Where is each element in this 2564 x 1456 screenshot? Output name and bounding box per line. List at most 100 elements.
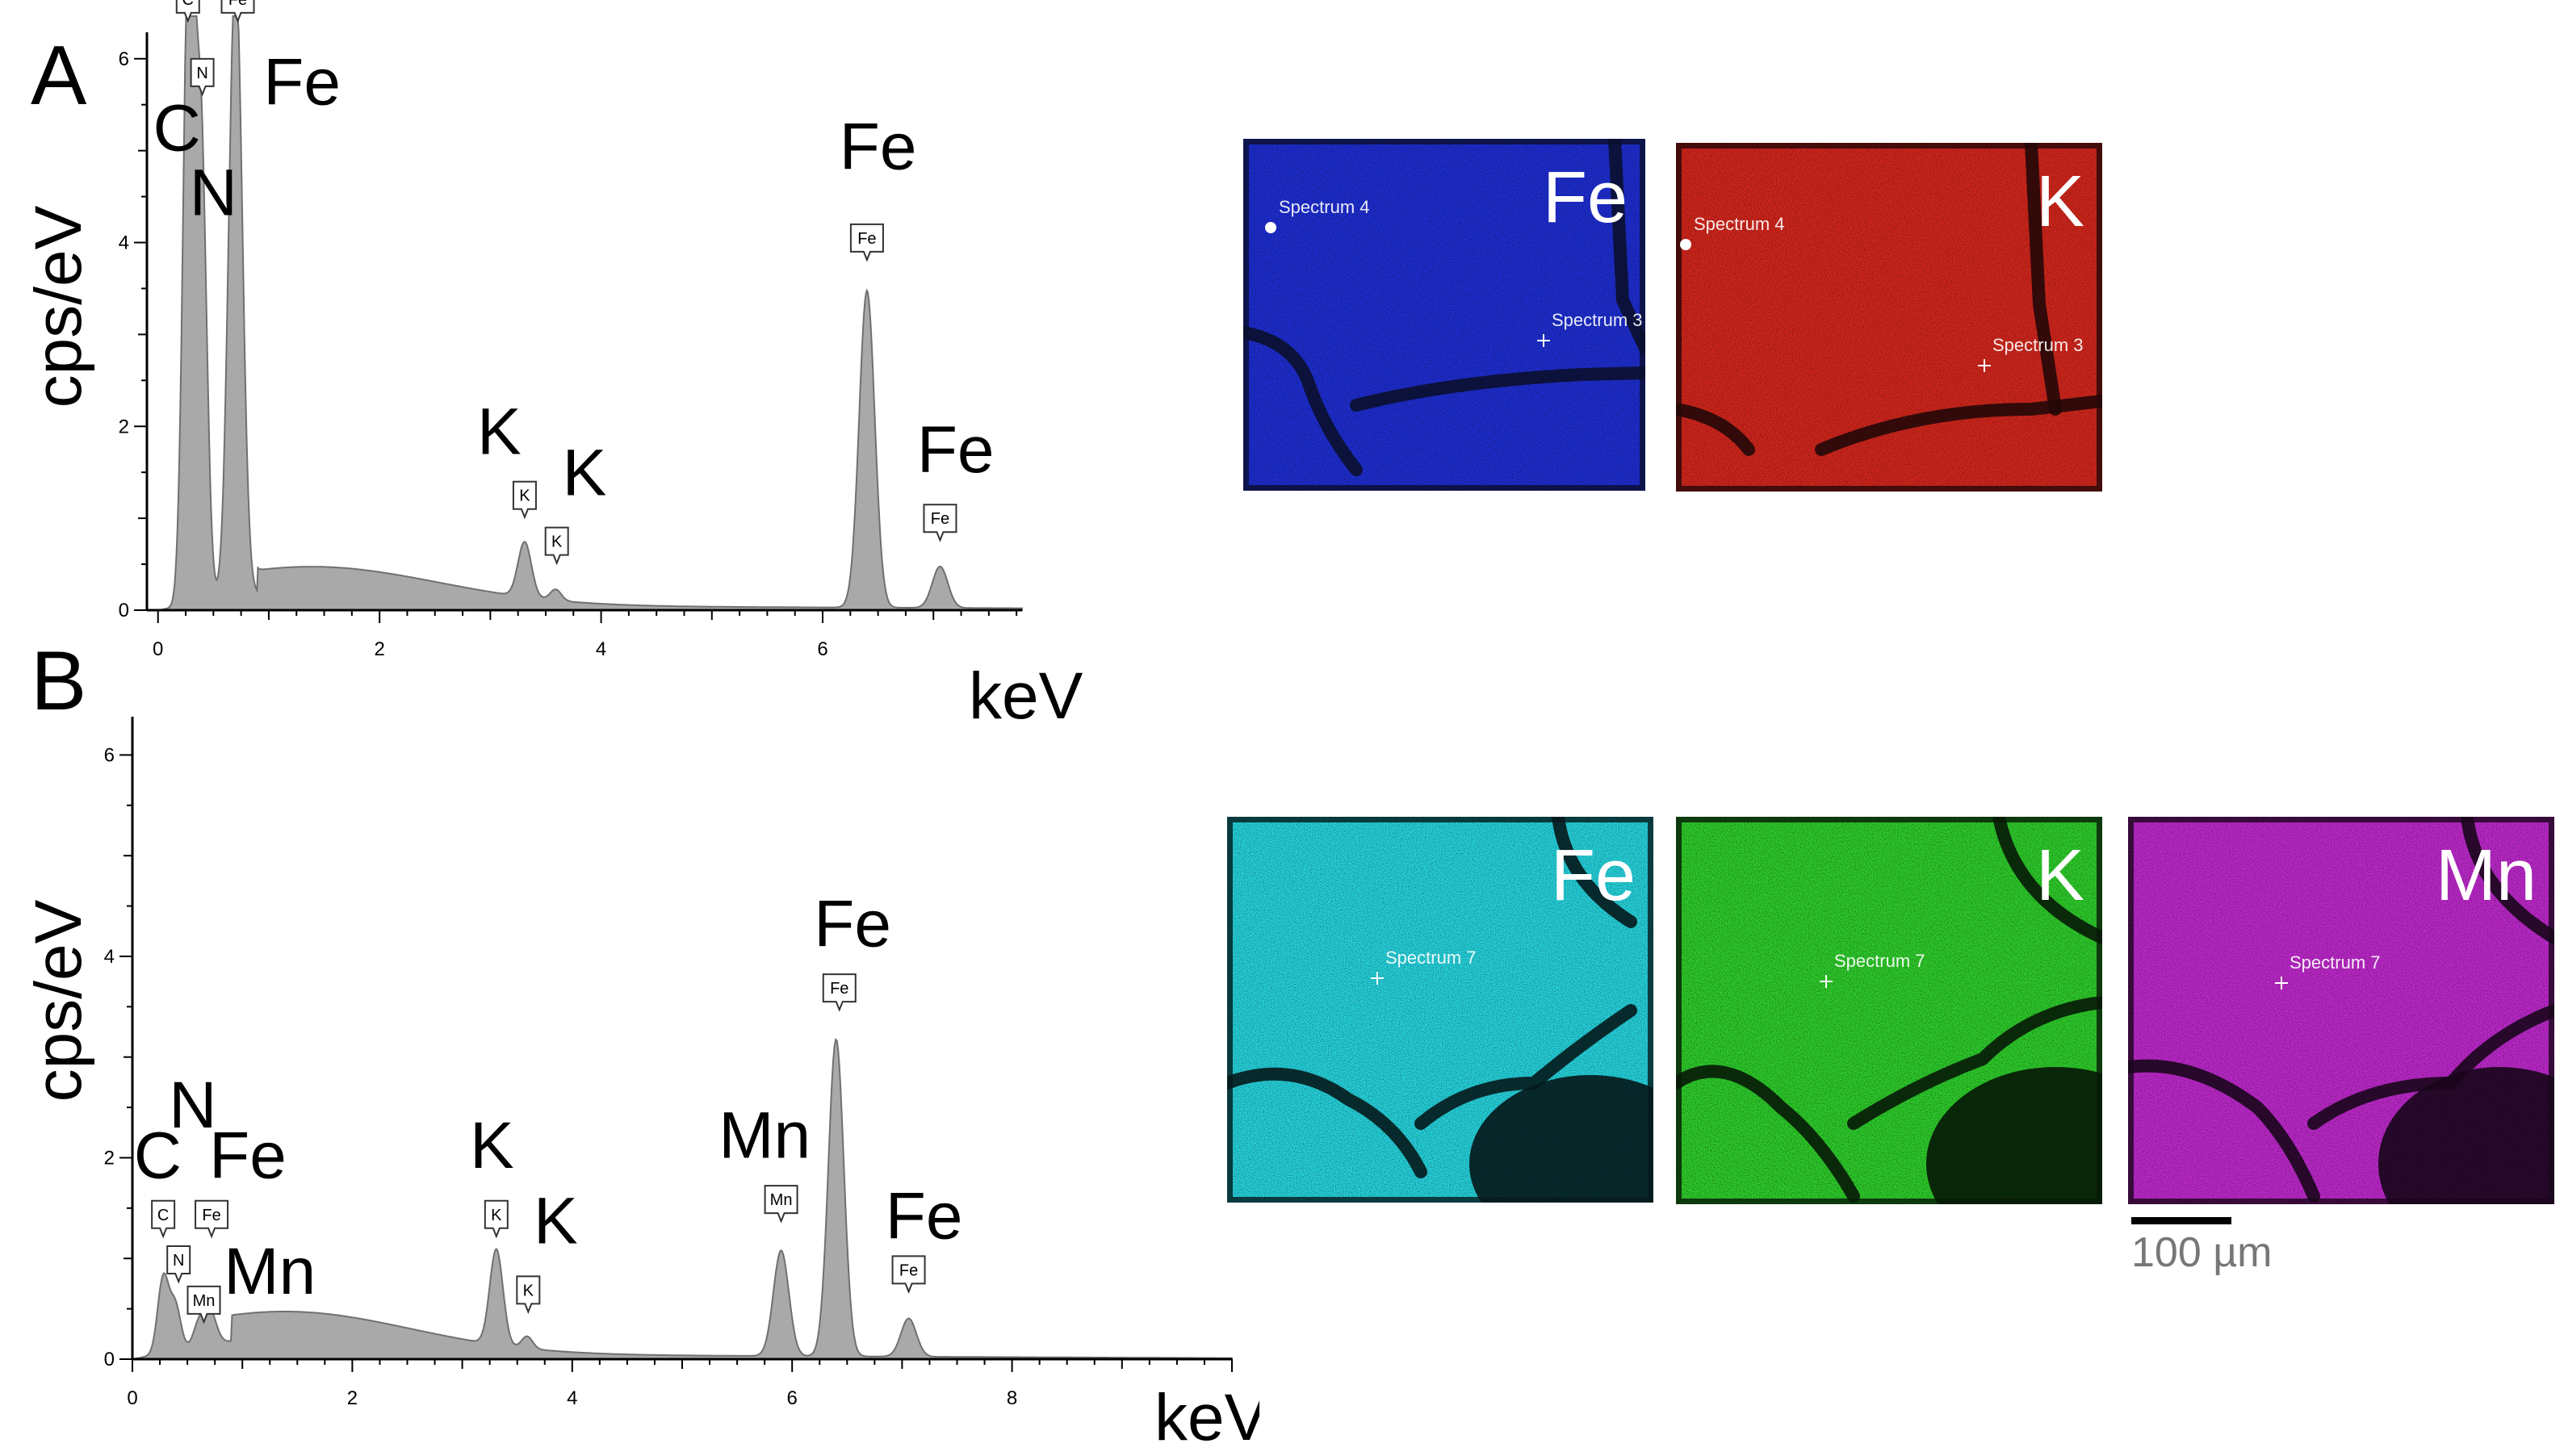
k-map-b-image: Spectrum 7 <box>1676 817 2102 1204</box>
element-label: Fe <box>263 46 341 119</box>
map-noise <box>1243 139 1645 491</box>
element-label: C <box>134 1119 182 1192</box>
peak-tag-box <box>484 1199 509 1239</box>
map-crack <box>1815 395 2102 456</box>
map-crack <box>1847 996 2102 1130</box>
element-label: Fe <box>209 1119 287 1192</box>
peak-tag: C <box>151 1199 176 1239</box>
spectrum-label: Spectrum 3 <box>1992 335 2084 355</box>
element-label: Mn <box>224 1235 316 1308</box>
peak-tag: K <box>544 526 569 566</box>
k-map-b-label: K <box>2035 835 2084 916</box>
fe-map-a: Spectrum 4 Spectrum 3 Fe <box>1243 139 1645 491</box>
peak-tag-box <box>190 57 215 97</box>
spectrum-label: Spectrum 7 <box>2290 952 2381 973</box>
peak-tag: Fe <box>822 973 857 1012</box>
y-tick-label: 0 <box>119 600 129 621</box>
peak-tag-text: Fe <box>857 230 876 248</box>
map-crack <box>1350 366 1645 412</box>
peak-tag-text: Fe <box>830 980 848 998</box>
element-label: C <box>153 92 200 165</box>
spectrum-label: Spectrum 7 <box>1834 951 1925 971</box>
x-tick-label: 6 <box>787 1387 798 1409</box>
peak-tag: K <box>484 1199 509 1239</box>
map-crack <box>2307 1004 2554 1130</box>
peak-tag: Fe <box>923 504 957 542</box>
y-axis-title: cps/eV <box>22 205 95 408</box>
peak-tag: Fe <box>891 1255 926 1295</box>
x-tick-label: 2 <box>347 1387 358 1409</box>
y-tick-label: 6 <box>119 48 129 70</box>
element-label: Fe <box>886 1179 963 1253</box>
map-crack <box>1676 1065 1860 1203</box>
peak-tag-text: C <box>182 0 194 9</box>
peak-tag-text: Mn <box>770 1191 793 1209</box>
peak-tag: K <box>516 1275 541 1315</box>
peak-tag-box <box>891 1255 926 1295</box>
map-crack <box>1414 1004 1637 1130</box>
map-dark-region <box>2378 1067 2554 1204</box>
peak-tag-box <box>764 1185 798 1224</box>
x-tick-label: 8 <box>1007 1387 1017 1409</box>
x-tick-label: 6 <box>817 638 827 660</box>
peak-tag: C <box>175 0 200 23</box>
peak-tag-text: C <box>157 1207 169 1224</box>
map-crack <box>2128 1059 2320 1203</box>
map-crack <box>1243 326 1363 476</box>
scale-bar <box>2131 1217 2231 1224</box>
fe-map-b-label: Fe <box>1550 835 1636 916</box>
y-axis-title: cps/eV <box>22 899 95 1102</box>
spectrum-curve <box>133 1038 1233 1360</box>
map-crack <box>2025 143 2062 416</box>
peak-tag: Mn <box>764 1185 798 1224</box>
peak-tag-text: K <box>491 1207 502 1224</box>
peak-tag-text: Fe <box>899 1261 918 1279</box>
peak-tag-text: K <box>523 1282 534 1299</box>
element-label: N <box>190 156 237 229</box>
mn-map-b-label: Mn <box>2435 835 2537 916</box>
spectrum-point <box>1680 239 1691 250</box>
x-tick-label: 0 <box>153 638 163 660</box>
peak-tag-text: Fe <box>228 0 247 9</box>
k-map-a-image: Spectrum 4 Spectrum 3 <box>1676 143 2102 492</box>
element-label: K <box>534 1185 578 1258</box>
spectrum-point <box>1265 222 1276 233</box>
element-label: N <box>169 1069 216 1142</box>
peak-tag: Fe <box>849 223 884 262</box>
mn-map-b-image: Spectrum 7 <box>2128 817 2554 1204</box>
peak-tag-box <box>186 1285 221 1324</box>
spectrum-curve <box>159 15 1023 611</box>
panel-label-a: A <box>31 29 87 123</box>
element-label: Fe <box>840 110 917 183</box>
spectrum-label: Spectrum 4 <box>1694 214 1785 234</box>
x-axis-title: keV <box>1154 1381 1259 1454</box>
x-tick-label: 4 <box>596 638 606 660</box>
spectrum-label: Spectrum 7 <box>1385 948 1477 968</box>
peak-tag-text: N <box>173 1252 184 1270</box>
mn-map-b: Spectrum 7 Mn <box>2128 817 2554 1204</box>
peak-tag: N <box>190 57 215 97</box>
fe-map-a-image: Spectrum 4 Spectrum 3 <box>1243 139 1645 491</box>
spectrum-label: Spectrum 3 <box>1552 310 1643 330</box>
spectrum-label: Spectrum 4 <box>1279 197 1370 217</box>
map-crack <box>1227 1067 1427 1178</box>
x-tick-label: 0 <box>127 1387 137 1409</box>
map-crack <box>1676 403 1755 456</box>
map-crack <box>1608 139 1645 355</box>
peak-tag-box <box>220 0 255 23</box>
map-dark-region <box>1469 1075 1653 1203</box>
map-dark-region <box>1926 1067 2102 1204</box>
peak-tag-box <box>544 526 569 566</box>
peak-tag: Fe <box>220 0 255 23</box>
peak-tag-text: Fe <box>931 510 949 528</box>
peak-tag-box <box>822 973 857 1012</box>
k-map-a-label: K <box>2035 161 2084 242</box>
map-crack <box>1992 817 2102 944</box>
peak-tag-text: N <box>196 65 207 82</box>
peak-tag-box <box>512 480 537 520</box>
peak-tag: Fe <box>195 1199 229 1239</box>
k-map-a: Spectrum 4 Spectrum 3 K <box>1676 143 2102 492</box>
peak-tag: K <box>512 480 537 520</box>
